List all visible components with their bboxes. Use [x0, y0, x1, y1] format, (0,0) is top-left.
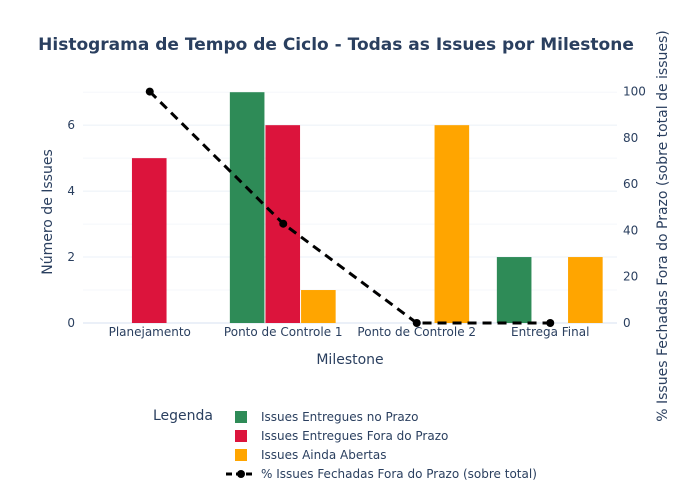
legend-swatch	[235, 449, 247, 461]
y2-tick-label: 40	[623, 223, 638, 237]
line-point-ponto-de-controle-2	[412, 319, 421, 327]
legend-label: % Issues Fechadas Fora do Prazo (sobre t…	[261, 467, 537, 481]
legend-title: Legenda	[153, 408, 213, 424]
bar-issues-entregues-fora-do-prazo-planejamento	[131, 158, 167, 323]
legend-item-issues-entregues-fora-do-prazo[interactable]: Issues Entregues Fora do Prazo	[235, 429, 448, 443]
y-tick-label: 4	[67, 184, 75, 198]
line-point-planejamento	[145, 87, 154, 96]
y2-axis-ticks: 0 20 40 60 80 100	[623, 85, 646, 330]
legend-item-issues-ainda-abertas[interactable]: Issues Ainda Abertas	[235, 448, 386, 462]
x-tick-label-ponto-de-controle-2: Ponto de Controle 2	[357, 325, 476, 339]
x-tick-label-ponto-de-controle-1: Ponto de Controle 1	[224, 325, 343, 339]
y-axis-ticks: 0 2 4 6	[67, 118, 75, 330]
line-series	[145, 87, 555, 327]
y2-tick-label: 60	[623, 177, 638, 191]
legend-item-issues-fechadas-fora-do-prazo-sobre-total[interactable]: % Issues Fechadas Fora do Prazo (sobre t…	[226, 467, 537, 481]
y2-tick-label: 0	[623, 316, 631, 330]
y2-tick-label: 100	[623, 85, 646, 99]
line-point-ponto-de-controle-1	[279, 219, 288, 228]
bar-issues-ainda-abertas-ponto-de-controle-1	[301, 290, 336, 323]
x-axis-title: Milestone	[316, 352, 383, 368]
bar-issues-ainda-abertas-ponto-de-controle-2	[434, 125, 470, 324]
chart-title: Histograma de Tempo de Ciclo - Todas as …	[38, 35, 634, 55]
line-issues-fechadas-fora-do-prazo-sobre-total	[148, 90, 551, 325]
y-tick-label: 2	[67, 250, 75, 264]
bar-issues-entregues-no-prazo-entrega-final	[496, 257, 532, 323]
legend-label: Issues Entregues no Prazo	[261, 410, 418, 424]
y2-tick-label: 20	[623, 270, 638, 284]
x-axis-ticks: Planejamento Ponto de Controle 1 Ponto de …	[109, 325, 590, 339]
y2-axis-title: % Issues Fechadas Fora do Prazo (sobre t…	[655, 30, 671, 422]
legend-swatch	[235, 430, 247, 442]
legend-label: Issues Ainda Abertas	[261, 448, 386, 462]
y-tick-label: 6	[67, 118, 75, 132]
bars	[131, 92, 603, 324]
legend-label: Issues Entregues Fora do Prazo	[261, 429, 448, 443]
y-tick-label: 0	[67, 316, 75, 330]
y-axis-title: Número de Issues	[40, 149, 56, 275]
legend-marker	[237, 470, 245, 478]
line-point-entrega-final	[546, 319, 555, 327]
x-tick-label-planejamento: Planejamento	[109, 325, 191, 339]
legend[interactable]: Issues Entregues no Prazo Issues Entregue…	[226, 410, 537, 481]
bar-issues-entregues-no-prazo-ponto-de-controle-1	[229, 92, 265, 323]
legend-swatch	[235, 411, 247, 423]
legend-item-issues-entregues-no-prazo[interactable]: Issues Entregues no Prazo	[235, 410, 418, 424]
y2-tick-label: 80	[623, 131, 638, 145]
x-tick-label-entrega-final: Entrega Final	[511, 325, 589, 339]
bar-issues-ainda-abertas-entrega-final	[568, 257, 603, 323]
